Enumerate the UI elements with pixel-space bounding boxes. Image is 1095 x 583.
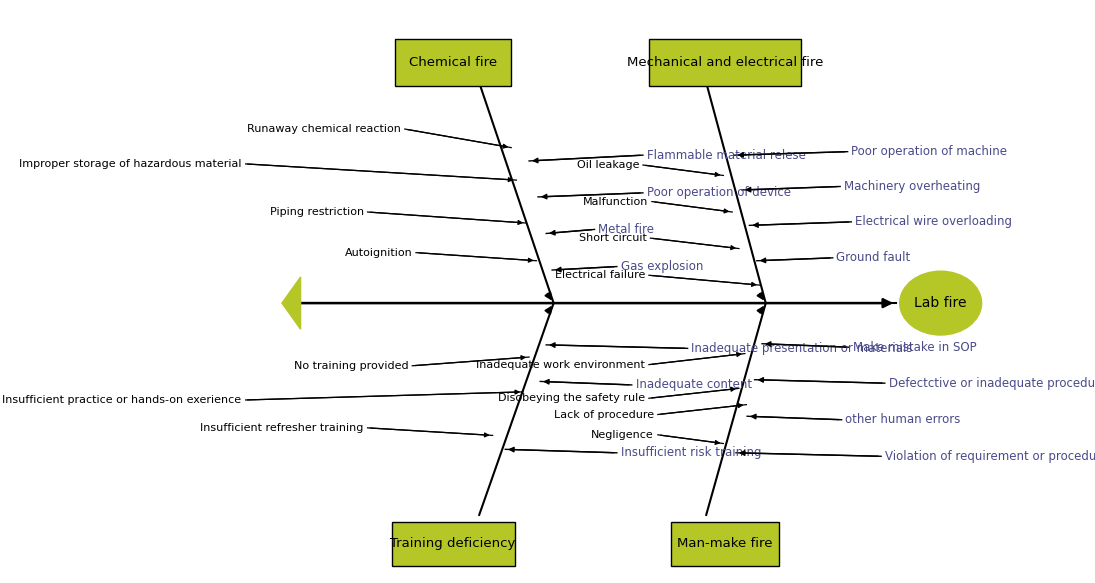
Text: Negligence: Negligence	[591, 430, 654, 440]
Text: Piping restriction: Piping restriction	[269, 207, 364, 217]
Text: Disobeying the safety rule: Disobeying the safety rule	[498, 394, 645, 403]
Text: No training provided: No training provided	[293, 361, 408, 371]
Text: Electrical failure: Electrical failure	[555, 271, 645, 280]
Text: Oil leakage: Oil leakage	[577, 160, 639, 170]
Text: Insufficient risk training: Insufficient risk training	[621, 447, 761, 459]
Text: other human errors: other human errors	[845, 413, 960, 426]
Polygon shape	[283, 277, 301, 329]
Text: Inadequate content: Inadequate content	[635, 378, 751, 391]
Text: Inadequate presentation or materials: Inadequate presentation or materials	[691, 342, 913, 355]
Text: Training deficiency: Training deficiency	[391, 538, 516, 550]
Text: Gas explosion: Gas explosion	[621, 260, 703, 273]
Text: Metal fire: Metal fire	[598, 223, 655, 236]
Text: Poor operation of device: Poor operation of device	[647, 187, 791, 199]
Text: Insufficient practice or hands-on exerience: Insufficient practice or hands-on exerie…	[2, 395, 241, 405]
Text: Inadequate work environment: Inadequate work environment	[476, 360, 645, 370]
Text: Autoignition: Autoignition	[345, 248, 412, 258]
Circle shape	[900, 271, 981, 335]
Text: Lack of procedure: Lack of procedure	[554, 409, 654, 420]
Text: Defectctive or inadequate procedute: Defectctive or inadequate procedute	[888, 377, 1095, 389]
Text: Mechanical and electrical fire: Mechanical and electrical fire	[626, 56, 823, 69]
Text: Make mistake in SOP: Make mistake in SOP	[853, 340, 977, 354]
Text: Violation of requirement or procedure: Violation of requirement or procedure	[885, 449, 1095, 463]
Text: Electrical wire overloading: Electrical wire overloading	[855, 215, 1012, 229]
Text: Improper storage of hazardous material: Improper storage of hazardous material	[19, 159, 241, 169]
Text: Man-make fire: Man-make fire	[677, 538, 773, 550]
Text: Lab fire: Lab fire	[914, 296, 967, 310]
Text: Malfunction: Malfunction	[583, 196, 648, 206]
Text: Ground fault: Ground fault	[837, 251, 911, 264]
FancyBboxPatch shape	[671, 522, 779, 566]
Text: Chemical fire: Chemical fire	[410, 56, 497, 69]
Text: Poor operation of machine: Poor operation of machine	[851, 145, 1007, 158]
Text: Runaway chemical reaction: Runaway chemical reaction	[247, 124, 401, 134]
Text: Short circuit: Short circuit	[579, 233, 647, 243]
FancyBboxPatch shape	[395, 39, 511, 86]
Text: Insufficient refresher training: Insufficient refresher training	[200, 423, 364, 433]
Text: Flammable material relese: Flammable material relese	[647, 149, 806, 161]
Text: Machinery overheating: Machinery overheating	[844, 180, 980, 193]
FancyBboxPatch shape	[392, 522, 515, 566]
FancyBboxPatch shape	[648, 39, 802, 86]
